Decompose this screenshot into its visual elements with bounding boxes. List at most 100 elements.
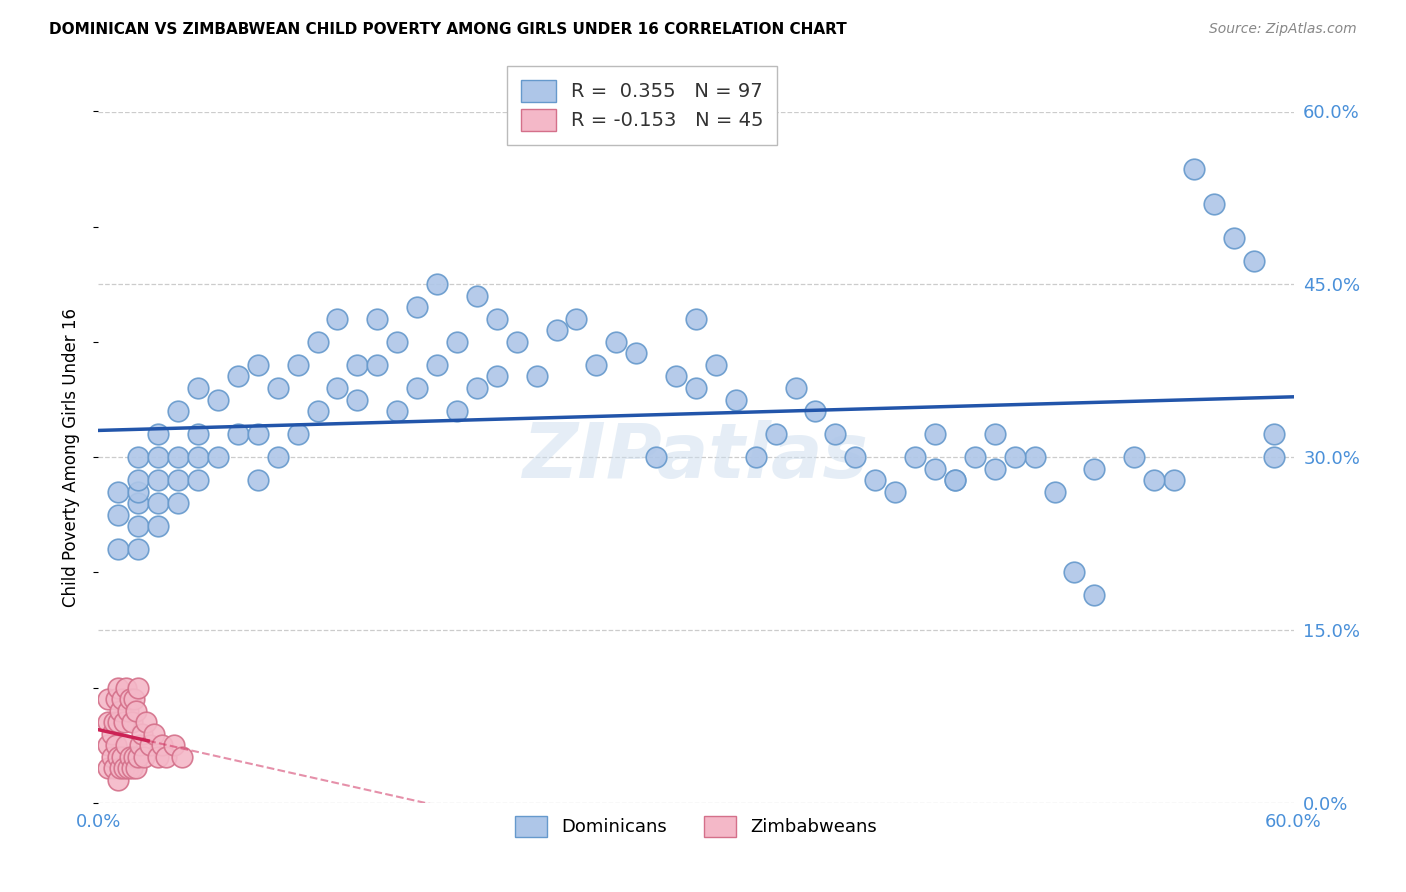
Point <box>120 749 142 764</box>
Point <box>1083 461 1105 475</box>
Point <box>127 473 149 487</box>
Point <box>346 392 368 407</box>
Point <box>385 334 409 349</box>
Point <box>307 334 329 349</box>
Point <box>111 692 134 706</box>
Point <box>366 358 388 372</box>
Point <box>1163 473 1185 487</box>
Point <box>127 749 149 764</box>
Point <box>984 461 1007 475</box>
Point <box>246 473 269 487</box>
Point <box>148 427 170 442</box>
Point <box>366 312 388 326</box>
Point <box>187 473 209 487</box>
Point <box>546 323 568 337</box>
Point <box>446 334 468 349</box>
Point <box>765 427 787 442</box>
Point <box>127 484 149 499</box>
Point <box>326 312 349 326</box>
Point <box>115 738 138 752</box>
Point <box>167 496 190 510</box>
Point <box>115 681 138 695</box>
Point <box>117 761 139 775</box>
Point <box>148 749 170 764</box>
Point <box>121 761 143 775</box>
Y-axis label: Child Poverty Among Girls Under 16: Child Poverty Among Girls Under 16 <box>62 308 80 607</box>
Point <box>267 450 290 464</box>
Point <box>1024 450 1046 464</box>
Point <box>246 358 269 372</box>
Point <box>107 484 129 499</box>
Point <box>105 738 128 752</box>
Point <box>824 427 846 442</box>
Point <box>465 381 488 395</box>
Point <box>143 726 166 740</box>
Point <box>1123 450 1146 464</box>
Point <box>110 704 132 718</box>
Point <box>125 704 148 718</box>
Point <box>111 749 134 764</box>
Point <box>127 450 149 464</box>
Point <box>131 726 153 740</box>
Point <box>110 761 132 775</box>
Point <box>1083 589 1105 603</box>
Point <box>135 715 157 730</box>
Point <box>626 346 648 360</box>
Point <box>226 369 249 384</box>
Point <box>426 277 449 292</box>
Point <box>287 358 309 372</box>
Point <box>124 692 146 706</box>
Point <box>97 692 120 706</box>
Point <box>103 715 125 730</box>
Point <box>148 519 170 533</box>
Point <box>101 726 124 740</box>
Point <box>605 334 627 349</box>
Point <box>246 427 269 442</box>
Point <box>1243 254 1265 268</box>
Point <box>924 427 946 442</box>
Point <box>1182 162 1205 177</box>
Point <box>148 496 170 510</box>
Point <box>485 312 508 326</box>
Point <box>187 427 209 442</box>
Point <box>97 738 120 752</box>
Point <box>724 392 747 407</box>
Point <box>129 738 152 752</box>
Point <box>1063 566 1085 580</box>
Point <box>172 749 194 764</box>
Point <box>105 692 128 706</box>
Point <box>134 749 156 764</box>
Point <box>1143 473 1166 487</box>
Point <box>207 450 229 464</box>
Point <box>148 450 170 464</box>
Point <box>984 427 1007 442</box>
Point <box>97 761 120 775</box>
Point <box>685 312 707 326</box>
Point <box>804 404 827 418</box>
Point <box>426 358 449 372</box>
Point <box>163 738 186 752</box>
Point <box>844 450 866 464</box>
Point <box>406 301 429 315</box>
Point <box>155 749 177 764</box>
Point <box>207 392 229 407</box>
Text: ZIPatlas: ZIPatlas <box>523 420 869 494</box>
Text: DOMINICAN VS ZIMBABWEAN CHILD POVERTY AMONG GIRLS UNDER 16 CORRELATION CHART: DOMINICAN VS ZIMBABWEAN CHILD POVERTY AM… <box>49 22 846 37</box>
Point <box>485 369 508 384</box>
Point <box>963 450 986 464</box>
Point <box>326 381 349 395</box>
Point <box>107 749 129 764</box>
Point <box>785 381 807 395</box>
Point <box>112 715 135 730</box>
Point <box>346 358 368 372</box>
Point <box>226 427 249 442</box>
Point <box>127 496 149 510</box>
Point <box>267 381 290 395</box>
Point <box>446 404 468 418</box>
Point <box>124 749 146 764</box>
Point <box>107 508 129 522</box>
Point <box>121 715 143 730</box>
Point <box>406 381 429 395</box>
Point <box>148 473 170 487</box>
Point <box>904 450 927 464</box>
